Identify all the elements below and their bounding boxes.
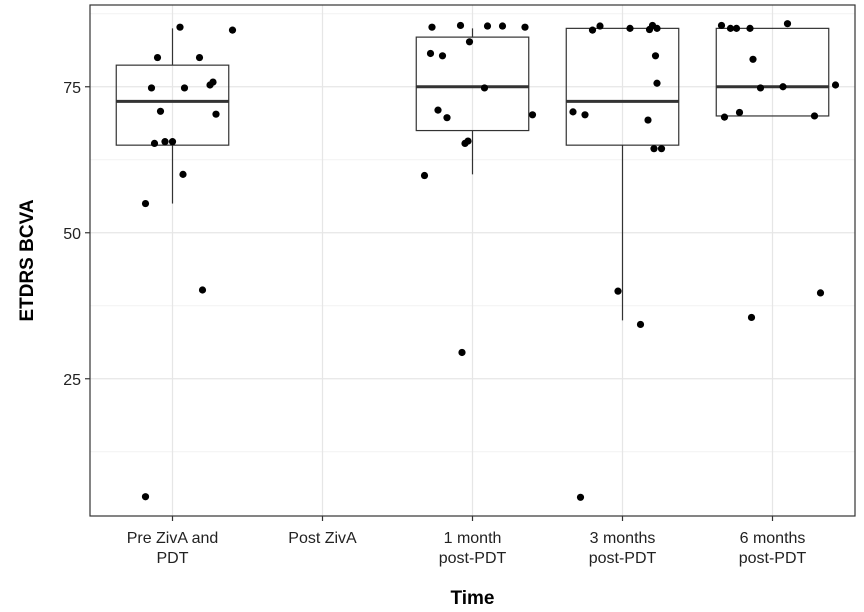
data-point	[180, 84, 189, 92]
y-axis-ticks: 25 50 75	[63, 80, 90, 389]
box-layer	[115, 27, 830, 321]
data-point	[428, 23, 436, 31]
y-tick-label: 50	[63, 226, 81, 243]
x-tick-label: Pre ZivA and PDT	[127, 530, 219, 567]
x-tick-label-line: Post ZivA	[288, 530, 357, 547]
x-axis-title: Time	[450, 588, 494, 609]
points-layer	[141, 20, 840, 501]
data-point	[653, 24, 661, 32]
data-point	[168, 138, 177, 146]
x-tick-label-line: post-PDT	[739, 550, 807, 567]
data-point	[198, 286, 207, 294]
data-point	[528, 111, 537, 119]
data-point	[626, 24, 634, 32]
data-point	[465, 38, 474, 46]
data-point	[657, 145, 666, 153]
box-iqr	[565, 27, 680, 146]
major-gridlines	[90, 5, 855, 516]
data-point	[212, 110, 220, 118]
box-2	[415, 28, 530, 175]
x-tick-label: Post ZivA	[288, 530, 357, 547]
data-point	[756, 84, 765, 92]
x-tick-label-line: Pre ZivA and	[127, 530, 219, 547]
data-point	[434, 106, 442, 114]
data-point	[420, 171, 429, 180]
data-point	[810, 112, 819, 120]
box-0	[115, 28, 230, 204]
data-point	[156, 107, 165, 115]
data-point	[179, 170, 187, 178]
x-tick-label-line: 1 month	[444, 530, 502, 547]
data-point	[732, 24, 741, 32]
data-point	[456, 21, 465, 30]
box-iqr	[415, 36, 530, 132]
data-point	[480, 84, 489, 92]
data-point	[576, 493, 585, 501]
data-point	[153, 53, 162, 62]
data-point	[443, 114, 451, 122]
data-point	[147, 84, 156, 92]
data-point	[581, 111, 589, 119]
x-tick-label: 1 month post-PDT	[439, 530, 507, 567]
box-3	[565, 27, 680, 321]
data-point	[195, 53, 204, 62]
data-point	[161, 138, 169, 146]
data-point	[596, 22, 604, 30]
x-tick-label-line: PDT	[157, 550, 189, 567]
data-point	[458, 348, 466, 357]
data-point	[650, 145, 658, 153]
data-point	[614, 287, 622, 295]
data-point	[735, 108, 744, 117]
data-point	[498, 22, 507, 30]
data-point	[521, 23, 529, 31]
y-tick-label: 75	[63, 80, 81, 97]
data-point	[816, 289, 825, 297]
x-tick-label-line: 6 months	[740, 530, 806, 547]
data-point	[483, 22, 492, 30]
x-tick-label-line: 3 months	[590, 530, 656, 547]
data-point	[464, 137, 472, 145]
box-iqr	[115, 64, 230, 146]
data-point	[588, 26, 597, 34]
data-point	[653, 79, 661, 87]
data-point	[426, 49, 435, 58]
data-point	[720, 113, 729, 121]
data-point	[438, 52, 447, 60]
data-point	[747, 313, 756, 322]
data-point	[176, 23, 184, 31]
data-point	[636, 320, 645, 329]
y-axis-title: ETDRS BCVA	[17, 199, 38, 321]
data-point	[717, 21, 726, 30]
data-point	[644, 116, 652, 124]
box-iqr	[715, 27, 830, 117]
data-point	[779, 83, 787, 91]
data-point	[726, 24, 735, 32]
data-point	[749, 55, 757, 63]
x-tick-label: 3 months post-PDT	[589, 530, 657, 567]
data-point	[228, 26, 237, 34]
x-tick-label-line: post-PDT	[439, 550, 507, 567]
x-tick-label: 6 months post-PDT	[739, 530, 807, 567]
y-tick-label: 25	[63, 372, 81, 389]
data-point	[141, 493, 150, 501]
data-point	[141, 199, 150, 208]
box-4	[715, 27, 830, 117]
data-point	[831, 81, 840, 89]
x-tick-label-line: post-PDT	[589, 550, 657, 567]
data-point	[783, 20, 792, 28]
data-point	[746, 24, 754, 32]
data-point	[209, 78, 217, 86]
data-point	[569, 108, 577, 116]
data-point	[150, 139, 159, 148]
data-point	[651, 52, 660, 60]
